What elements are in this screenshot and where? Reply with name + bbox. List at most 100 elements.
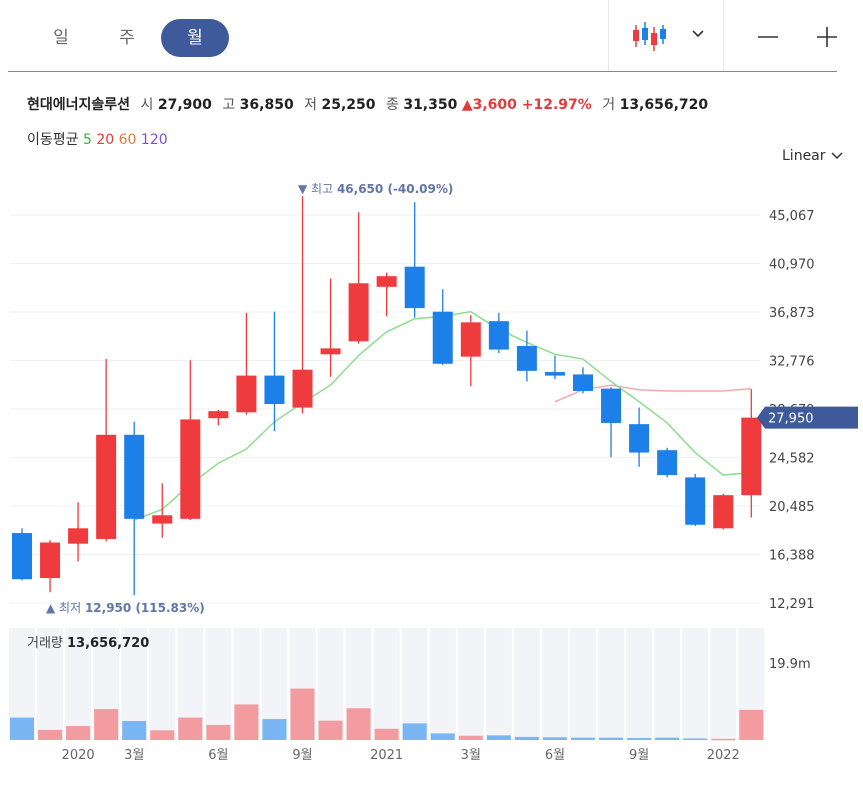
x-axis-label: 9월 <box>292 748 312 763</box>
candle-body <box>685 477 706 525</box>
plus-icon[interactable] <box>815 20 839 54</box>
candle <box>657 447 678 478</box>
x-axis-label: 6월 <box>545 748 565 763</box>
y-tick-label: 36,873 <box>769 306 815 321</box>
price-info: 현대에너지솔루션 시 27,900 고 36,850 저 25,250 종 31… <box>27 94 708 114</box>
max-price-value: 46,650 (-40.09%) <box>337 182 453 196</box>
open-label: 시 <box>140 97 154 113</box>
stock-name: 현대에너지솔루션 <box>27 97 131 113</box>
candle-body <box>152 515 173 524</box>
volume-column-bg <box>654 628 681 740</box>
candle <box>544 355 565 380</box>
candle <box>516 330 537 382</box>
volume-bar <box>10 717 34 740</box>
min-price-value: 12,950 (115.83%) <box>85 601 205 615</box>
volume-bar <box>514 736 539 740</box>
min-price-annotation: ▲ 최저 12,950 (115.83%) <box>46 601 205 615</box>
candlestick-icon[interactable] <box>630 20 668 54</box>
ma-period-20: 20 <box>96 132 115 148</box>
volume-bar <box>571 737 595 740</box>
candle-body <box>488 321 509 350</box>
volume-panel-label: 거래량 13,656,720 <box>27 636 149 651</box>
volume-bar <box>739 709 764 740</box>
candle-body <box>124 434 145 519</box>
candle-body <box>629 424 650 453</box>
volume-bar <box>66 726 91 740</box>
volume-column-bg <box>205 628 232 740</box>
volume-column-bg <box>598 628 625 740</box>
y-tick-label: 40,970 <box>769 258 815 273</box>
candle <box>264 311 285 432</box>
candle-body <box>544 372 565 376</box>
volume-column-bg <box>570 628 596 740</box>
chevron-down-icon[interactable] <box>688 20 708 54</box>
candle-body <box>68 528 89 544</box>
x-axis-label: 9월 <box>629 748 649 763</box>
candle-body <box>376 276 397 287</box>
volume-max-tick: 19.9m <box>769 657 811 672</box>
candle <box>236 312 257 415</box>
candle <box>601 387 622 458</box>
moving-average-legend[interactable]: 이동평균 5 20 60 120 <box>27 129 168 149</box>
volume-column-bg <box>37 628 64 740</box>
volume-bar <box>627 738 652 740</box>
volume-bar <box>94 709 119 740</box>
candle <box>432 289 453 365</box>
candle-body <box>12 533 32 580</box>
candle-body <box>404 266 425 309</box>
candle <box>292 196 313 414</box>
scale-dropdown[interactable]: Linear <box>782 148 844 164</box>
volume-bar <box>38 729 63 740</box>
volume-column-bg <box>429 628 456 740</box>
volume-column-bg <box>457 628 484 740</box>
volume-bar <box>402 723 427 740</box>
chart-toolbar: 일 주 월 <box>8 0 837 72</box>
candle <box>320 278 341 377</box>
volume-column-bg <box>626 628 653 740</box>
candle-body <box>292 369 313 408</box>
volume-column-bg <box>401 628 428 740</box>
candle-body <box>264 375 285 405</box>
toolbar-divider <box>608 0 609 71</box>
y-tick-label: 16,388 <box>769 549 815 564</box>
volume-bar <box>655 737 680 740</box>
minus-icon[interactable] <box>756 20 780 54</box>
candle-body <box>713 495 734 529</box>
volume-bar <box>346 708 371 740</box>
x-axis-label: 2020 <box>62 748 95 763</box>
toolbar-divider <box>723 0 724 71</box>
volume-bar <box>290 688 315 740</box>
candle-body <box>208 411 229 419</box>
ma-period-60: 60 <box>118 132 137 148</box>
candle <box>488 312 509 354</box>
candle <box>208 409 229 426</box>
volume-bar <box>458 735 483 740</box>
y-tick-label: 32,776 <box>769 355 815 370</box>
low-label: 저 <box>304 97 318 113</box>
close-value: 31,350 <box>403 97 458 113</box>
ma-period-120: 120 <box>140 132 168 148</box>
chevron-down-icon <box>831 152 843 160</box>
volume-label: 거 <box>602 97 616 113</box>
candle-body <box>348 283 369 342</box>
candle <box>68 502 89 562</box>
tab-month[interactable]: 월 <box>161 19 229 57</box>
volume-column-bg <box>373 628 400 740</box>
volume-bar <box>318 720 343 740</box>
candle-body <box>741 417 762 496</box>
candle <box>180 360 201 521</box>
candle <box>573 367 593 394</box>
tab-week[interactable]: 주 <box>119 28 135 48</box>
volume-bar <box>599 737 624 740</box>
candle-body <box>516 346 537 371</box>
high-value: 36,850 <box>239 97 294 113</box>
volume-bar <box>711 738 736 741</box>
current-price-label: 27,950 <box>768 412 814 427</box>
volume-column-bg <box>710 628 737 740</box>
volume-bar <box>542 737 567 740</box>
volume-bar <box>206 724 231 740</box>
candle <box>713 493 734 530</box>
tab-day[interactable]: 일 <box>53 28 69 48</box>
current-price-tag <box>757 406 858 429</box>
